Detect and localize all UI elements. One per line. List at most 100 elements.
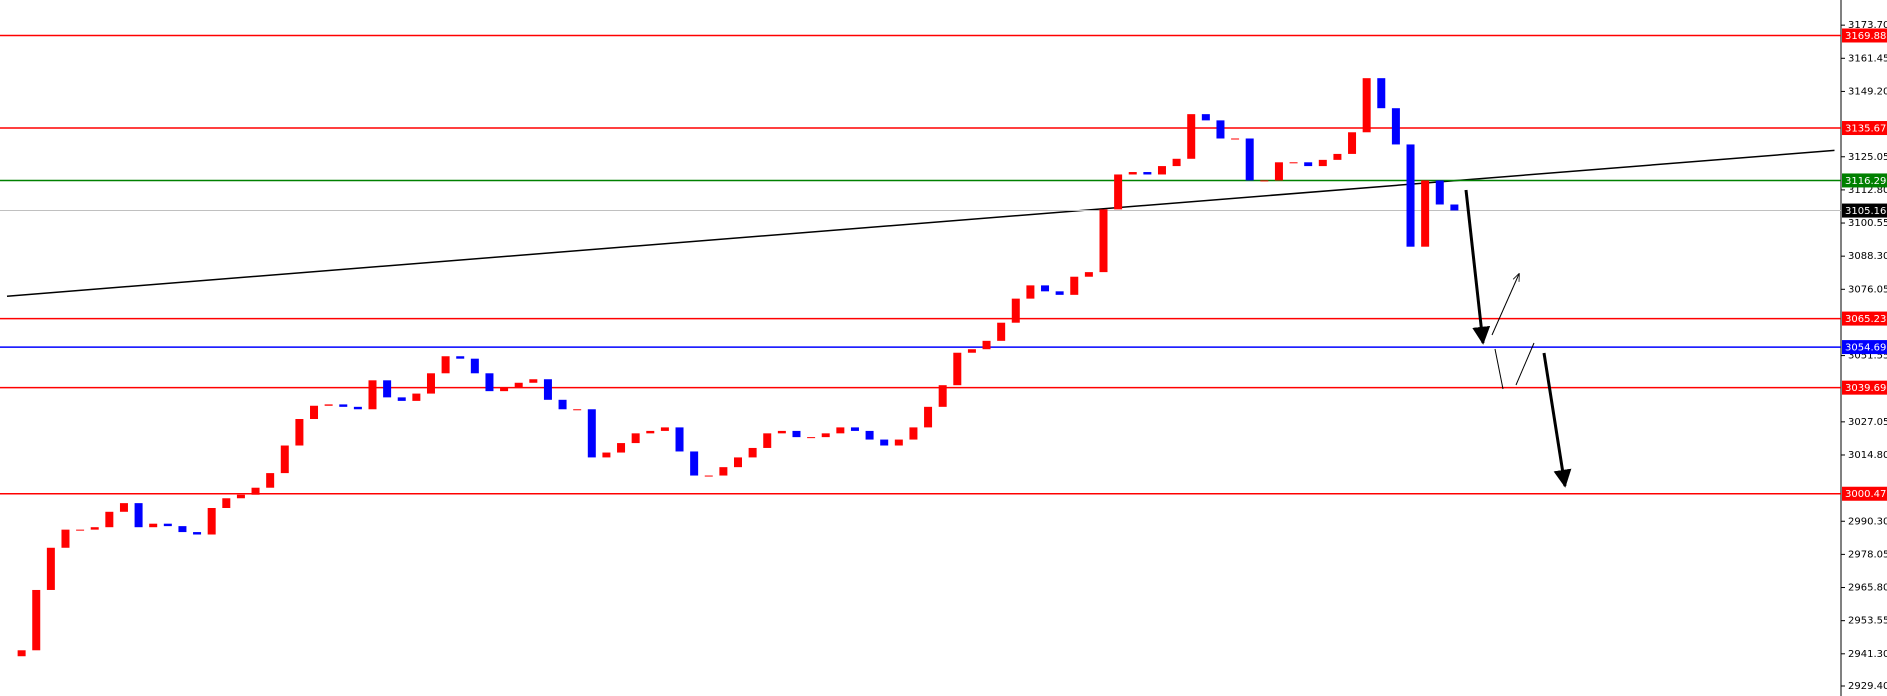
candle <box>163 523 172 527</box>
y-tick-label: 2953.55 <box>1848 616 1887 627</box>
candle <box>1201 114 1210 121</box>
candle <box>1348 132 1357 154</box>
candle <box>1318 159 1327 167</box>
candle <box>105 511 114 528</box>
y-tick-label: 3125.05 <box>1848 152 1887 163</box>
candle <box>1070 276 1079 295</box>
candle <box>412 393 421 401</box>
candle <box>207 508 216 535</box>
candle <box>558 399 567 410</box>
candle <box>675 427 684 452</box>
candle <box>821 433 830 438</box>
candle <box>938 385 947 407</box>
candle <box>1274 162 1283 181</box>
candle <box>924 406 933 428</box>
candle <box>470 358 479 374</box>
candle <box>1128 172 1137 175</box>
candle <box>1450 204 1459 211</box>
level-label-box <box>1842 340 1887 355</box>
candle <box>807 437 816 439</box>
candle <box>1114 174 1123 210</box>
arrow <box>1494 348 1504 390</box>
candle <box>324 404 333 406</box>
candle <box>1143 172 1152 175</box>
y-tick-label: 3112.80 <box>1848 185 1887 196</box>
arrow <box>1491 274 1519 336</box>
arrow <box>1464 189 1491 345</box>
candle <box>646 430 655 434</box>
candle <box>76 529 85 531</box>
candle <box>1011 298 1020 323</box>
candle <box>836 427 845 434</box>
candle <box>1406 144 1415 247</box>
arrow <box>1515 342 1535 386</box>
level-label-box <box>1842 28 1887 43</box>
candle <box>500 387 509 392</box>
level-label: 3169.88 <box>1845 31 1886 42</box>
candle <box>119 503 128 512</box>
candle <box>222 498 231 509</box>
candle <box>339 404 348 407</box>
candle <box>573 409 582 411</box>
candle <box>426 373 435 394</box>
candle <box>266 473 275 488</box>
candle <box>1216 120 1225 139</box>
candle <box>909 427 918 440</box>
candle <box>1362 78 1371 133</box>
y-tick-label: 2990.30 <box>1848 516 1887 527</box>
y-tick-label: 2941.30 <box>1848 649 1887 660</box>
candle <box>1245 138 1254 181</box>
candle <box>865 430 874 440</box>
level-label: 3116.29 <box>1845 176 1886 187</box>
y-tick-label: 3161.45 <box>1848 53 1887 64</box>
forecast-arrows <box>1464 189 1572 488</box>
candle <box>777 430 786 434</box>
candle <box>61 529 70 548</box>
candle <box>850 427 859 431</box>
candle <box>719 467 728 476</box>
candle <box>1041 285 1050 292</box>
candle <box>295 419 304 446</box>
candle <box>792 430 801 438</box>
y-tick-label: 3027.05 <box>1848 417 1887 428</box>
candle <box>967 349 976 353</box>
candle <box>456 356 465 359</box>
candle <box>1391 108 1400 145</box>
level-label-box <box>1842 486 1887 501</box>
candle <box>1421 180 1430 247</box>
candle <box>1084 272 1093 277</box>
candle <box>734 457 742 468</box>
candle <box>178 526 187 533</box>
candle <box>953 352 962 386</box>
level-label: 3135.67 <box>1845 124 1886 135</box>
candle <box>660 427 669 431</box>
candle <box>193 532 202 535</box>
candle <box>441 356 450 374</box>
candle <box>880 439 889 446</box>
candle <box>149 523 158 528</box>
candle <box>1172 158 1181 167</box>
candle <box>353 406 362 410</box>
candle <box>280 445 289 474</box>
candle <box>383 380 392 398</box>
y-tick-label: 3088.30 <box>1848 251 1887 262</box>
level-label-box <box>1842 121 1887 136</box>
level-label: 3065.23 <box>1845 314 1886 325</box>
y-tick-label: 3076.05 <box>1848 284 1887 295</box>
candle <box>17 650 26 657</box>
candle <box>397 397 406 401</box>
candle <box>1099 209 1108 273</box>
candle <box>617 443 626 453</box>
candle <box>32 589 41 651</box>
y-tick-label: 3173.70 <box>1848 20 1887 31</box>
y-tick-label: 3149.20 <box>1848 86 1887 97</box>
candle <box>748 447 757 458</box>
candle <box>90 527 99 530</box>
arrow <box>1542 352 1572 488</box>
candle <box>529 379 538 383</box>
level-label-box <box>1842 203 1887 218</box>
candle <box>1333 153 1342 160</box>
candle <box>1026 285 1035 299</box>
candle <box>982 340 991 350</box>
candle <box>704 475 713 477</box>
